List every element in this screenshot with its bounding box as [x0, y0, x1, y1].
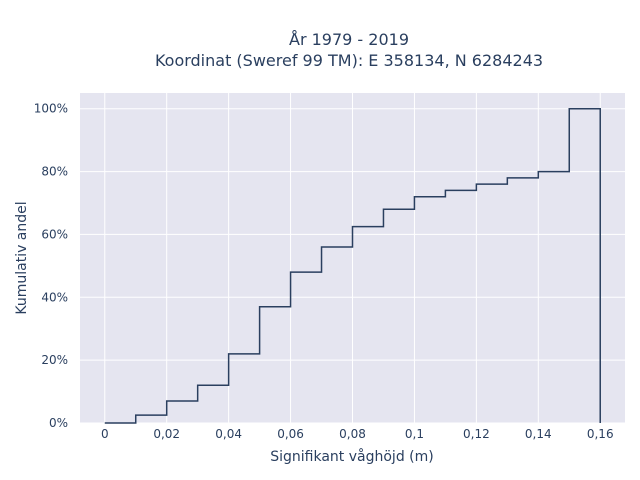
series-group: [104, 107, 601, 424]
x-axis-title: Signifikant våghöjd (m): [270, 448, 433, 465]
y-tick-label: 40%: [41, 290, 68, 304]
x-tick-label: 0,04: [215, 427, 242, 441]
x-tick-label: 0,16: [587, 427, 614, 441]
x-tick-label: 0,02: [153, 427, 180, 441]
x-tick-labels: 0 0,02 0,04 0,06 0,08 0,1 0,12 0,14 0,16: [101, 427, 614, 441]
x-tick-label: 0,08: [339, 427, 366, 441]
chart-title-line: Koordinat (Sweref 99 TM): E 358134, N 62…: [155, 51, 543, 70]
x-tick-label: 0: [101, 427, 109, 441]
chart-title: År 1979 - 2019 Koordinat (Sweref 99 TM): …: [155, 30, 543, 70]
x-tick-label: 0,1: [405, 427, 424, 441]
y-axis-title: Kumulativ andel: [14, 201, 30, 314]
x-tick-label: 0,14: [525, 427, 552, 441]
x-tick-label: 0,12: [463, 427, 490, 441]
chart-title-line: År 1979 - 2019: [289, 30, 409, 49]
y-tick-label: 0%: [49, 416, 68, 430]
y-tick-label: 20%: [41, 353, 68, 367]
y-tick-label: 100%: [34, 102, 68, 116]
y-tick-label: 80%: [41, 165, 68, 179]
y-tick-label: 60%: [41, 227, 68, 241]
series-step-line: [104, 107, 601, 424]
x-tick-label: 0,06: [277, 427, 304, 441]
y-tick-labels: 0% 20% 40% 60% 80% 100%: [34, 102, 68, 430]
